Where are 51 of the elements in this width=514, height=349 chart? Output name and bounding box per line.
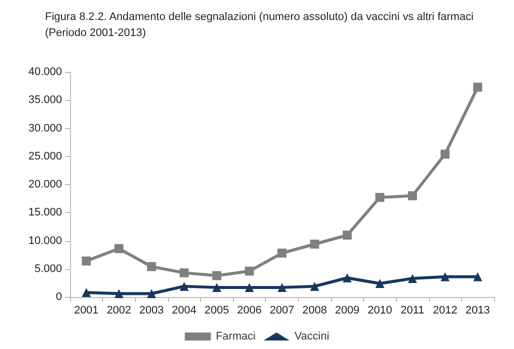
point: [310, 282, 320, 291]
point: [212, 271, 222, 280]
x-tick-label: 2001: [74, 304, 99, 316]
point: [342, 273, 352, 282]
x-tick-label: 2002: [106, 304, 132, 316]
point: [82, 288, 91, 297]
y-tick-label: 35.000: [28, 94, 62, 106]
y-tick-label: 25.000: [28, 150, 62, 162]
x-tick-label: 2012: [432, 304, 458, 316]
x-tick-label: 2003: [139, 304, 164, 316]
point: [82, 256, 91, 266]
point: [114, 244, 124, 254]
chart-title: Figura 8.2.2. Andamento delle segnalazioni (numero assoluto) da vaccini vs altri farmaci (Periodo 2001-2013): [45, 11, 474, 39]
point: [408, 191, 417, 200]
point: [342, 230, 352, 240]
point: [180, 282, 189, 291]
point: [440, 150, 450, 159]
point: [375, 279, 384, 288]
x-tick-label: 2011: [400, 304, 424, 316]
point: [278, 248, 286, 258]
x-tick-label: 2009: [334, 304, 360, 316]
y-tick-label: 40.000: [28, 66, 62, 78]
x-tick-label: 2006: [237, 304, 262, 316]
point: [408, 274, 417, 283]
point: [212, 282, 222, 292]
y-tick-label: 30.000: [28, 122, 62, 134]
x-tick-label: 2010: [368, 304, 392, 316]
point: [114, 289, 124, 298]
legend-label: Farmaci: [216, 330, 256, 342]
point: [278, 282, 286, 292]
x-tick-label: 2008: [302, 304, 327, 316]
point: [244, 266, 254, 276]
point: [440, 272, 450, 282]
x-tick-label: 2013: [465, 304, 490, 316]
x-tick-label: 2004: [172, 304, 196, 316]
y-tick-label: 10.000: [28, 234, 62, 247]
point: [473, 272, 482, 282]
point: [473, 82, 482, 92]
point: [375, 192, 384, 202]
y-tick-label: 20.000: [28, 178, 62, 190]
y-tick-label: 15.000: [28, 206, 62, 219]
y-tick-label: 5.000: [34, 262, 62, 275]
x-tick-label: 2007: [270, 304, 294, 316]
y-tick-label: 0: [56, 291, 62, 303]
point: [180, 268, 189, 278]
point: [244, 282, 254, 292]
x-tick-label: 2005: [204, 304, 230, 316]
point: [147, 262, 156, 272]
point: [310, 240, 320, 249]
point: [147, 289, 156, 298]
legend-label: Vaccini: [294, 330, 330, 342]
